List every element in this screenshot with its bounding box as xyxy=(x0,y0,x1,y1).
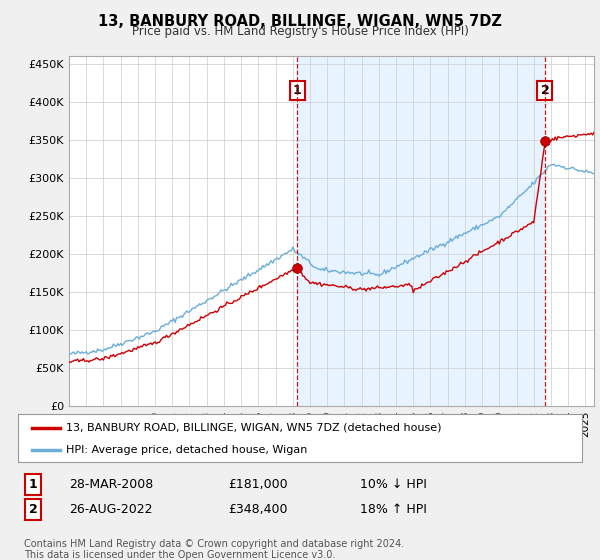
Text: 10% ↓ HPI: 10% ↓ HPI xyxy=(360,478,427,491)
Text: 13, BANBURY ROAD, BILLINGE, WIGAN, WN5 7DZ: 13, BANBURY ROAD, BILLINGE, WIGAN, WN5 7… xyxy=(98,14,502,29)
Bar xyxy=(297,56,545,406)
Text: Price paid vs. HM Land Registry's House Price Index (HPI): Price paid vs. HM Land Registry's House … xyxy=(131,25,469,38)
Text: 28-MAR-2008: 28-MAR-2008 xyxy=(69,478,153,491)
Text: Contains HM Land Registry data © Crown copyright and database right 2024.
This d: Contains HM Land Registry data © Crown c… xyxy=(24,539,404,560)
Text: 2: 2 xyxy=(541,84,550,97)
Text: HPI: Average price, detached house, Wigan: HPI: Average price, detached house, Wiga… xyxy=(66,445,307,455)
Text: £348,400: £348,400 xyxy=(228,503,287,516)
Text: £181,000: £181,000 xyxy=(228,478,287,491)
Text: 2: 2 xyxy=(29,503,37,516)
Text: 13, BANBURY ROAD, BILLINGE, WIGAN, WN5 7DZ (detached house): 13, BANBURY ROAD, BILLINGE, WIGAN, WN5 7… xyxy=(66,423,442,433)
Text: 1: 1 xyxy=(29,478,37,491)
Text: 18% ↑ HPI: 18% ↑ HPI xyxy=(360,503,427,516)
Text: 26-AUG-2022: 26-AUG-2022 xyxy=(69,503,152,516)
Text: 1: 1 xyxy=(293,84,301,97)
